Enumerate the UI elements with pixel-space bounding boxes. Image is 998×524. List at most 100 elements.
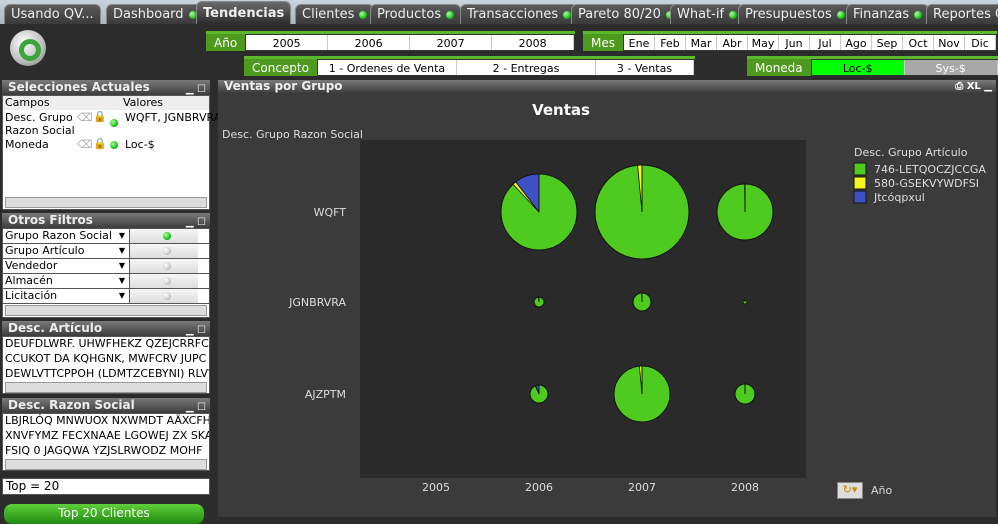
legend-swatch (854, 163, 866, 175)
lock-icon[interactable]: 🔒 (93, 137, 107, 150)
print-icon[interactable]: ⎙ (955, 81, 963, 92)
eraser-icon[interactable]: ⌫ (77, 138, 93, 151)
month-filter-option[interactable]: Nov (934, 35, 965, 50)
month-filter-option[interactable]: May (748, 35, 779, 50)
concept-filter-option[interactable]: 2 - Entregas (457, 60, 596, 75)
currency-label: Moneda (747, 59, 811, 76)
tab-transacciones[interactable]: Transacciones (460, 4, 578, 24)
concept-label: Concepto (244, 59, 317, 76)
concept-filter-option[interactable]: 3 - Ventas (596, 60, 694, 75)
year-label: Año (206, 34, 245, 51)
year-filter-option[interactable]: 2008 (492, 35, 574, 50)
currency-filter-option[interactable]: Loc-$ (812, 60, 905, 75)
status-dot-icon (563, 11, 571, 19)
other-filters-box: Grupo Razon Social▼Grupo Artículo▼Vended… (2, 228, 210, 318)
dropdown-arrow-icon[interactable]: ▼ (119, 276, 125, 285)
list-item[interactable]: FSIQ 0 JAGQWA YZJSLRWODZ MOHF (3, 444, 209, 459)
col-values: Valores (123, 96, 163, 110)
dropdown-arrow-icon[interactable]: ▼ (119, 246, 125, 255)
dropdown-arrow-icon[interactable]: ▼ (119, 261, 125, 270)
tab-reportes-g[interactable]: Reportes G (926, 4, 998, 24)
pie-wqft-2007[interactable] (595, 165, 689, 259)
month-filter-option[interactable]: Sep (872, 35, 903, 50)
cycle-dimension-icon[interactable]: ↻▾ (837, 482, 863, 499)
pie-ajzptm-2006[interactable] (530, 385, 548, 403)
list-item[interactable]: LBJRLÓQ MNWUOX NXWMDT AÄXCFH A (3, 414, 209, 429)
tab-label: What-if (677, 7, 724, 22)
tab-pareto-80-20[interactable]: Pareto 80/20 (571, 4, 681, 24)
month-filter-option[interactable]: Dic (965, 35, 996, 50)
list-item[interactable]: CCUKOT DA KQHGNK, MWFCRV JUPC GC (3, 352, 209, 367)
year-filter-option[interactable]: 2007 (410, 35, 492, 50)
filter-row[interactable]: Licitación▼ (3, 289, 209, 304)
month-filter-option[interactable]: Mar (686, 35, 717, 50)
selection-row[interactable]: Moneda ⌫🔒 Loc-$ (3, 138, 209, 154)
minimize-icon[interactable]: ▁ (984, 81, 992, 92)
legend-label: 746-LETQOCZJCCGA (874, 163, 986, 176)
tab-presupuestos[interactable]: Presupuestos (738, 4, 852, 24)
pie-ajzptm-2008[interactable] (735, 384, 755, 404)
pie-wqft-2006[interactable] (501, 174, 577, 250)
list-item[interactable]: DEWLVTTCPPOH (LDMTZCEBYNI) RLVWC (3, 367, 209, 382)
top-20-clients-button[interactable]: Top 20 Clientes (4, 504, 204, 524)
pie-wqft-2008[interactable] (717, 184, 773, 240)
filter-status-icon (163, 232, 171, 240)
qlikview-logo (10, 30, 46, 66)
lock-icon[interactable]: 🔒 (93, 110, 107, 123)
tab-label: Pareto 80/20 (578, 7, 661, 22)
tab-finanzas[interactable]: Finanzas (846, 4, 929, 24)
horizontal-scrollbar[interactable] (5, 459, 207, 470)
filter-status-icon (163, 292, 171, 300)
month-filter-option[interactable]: Ago (841, 35, 872, 50)
dropdown-arrow-icon[interactable]: ▼ (119, 231, 125, 240)
tab-clientes[interactable]: Clientes (295, 4, 374, 24)
status-dot-icon (359, 11, 367, 19)
filter-row[interactable]: Almacén▼ (3, 274, 209, 289)
horizontal-scrollbar[interactable] (5, 305, 207, 316)
top-input[interactable]: Top = 20 (2, 478, 210, 495)
status-dot-icon (914, 11, 922, 19)
tab-tendencias[interactable]: Tendencias (196, 1, 291, 24)
window-controls: ⎙ XL ▁ (955, 80, 992, 93)
month-filter-option[interactable]: Oct (903, 35, 934, 50)
month-filter-option[interactable]: Ene (624, 35, 655, 50)
legend-swatch (854, 191, 866, 203)
field-name-2: Razon Social (5, 124, 75, 137)
xl-export-button[interactable]: XL (967, 81, 981, 92)
tab-dashboard[interactable]: Dashboard (106, 4, 204, 24)
month-filter-option[interactable]: Jun (779, 35, 810, 50)
month-label: Mes (583, 34, 623, 51)
tab-what-if[interactable]: What-if (670, 4, 744, 24)
desc-articulo-title: Desc. Artículo (8, 321, 102, 335)
horizontal-scrollbar[interactable] (5, 382, 207, 393)
month-filter-option[interactable]: Jul (810, 35, 841, 50)
list-item[interactable]: DEUFDLWRF. UHWFHEKZ QZEJCRRFCL. (3, 337, 209, 352)
col-fields: Campos (3, 96, 123, 110)
month-filter-option[interactable]: Abr (717, 35, 748, 50)
filter-row[interactable]: Vendedor▼ (3, 259, 209, 274)
legend-label: 580-GSEKVYWDFSI (874, 177, 979, 190)
pie-ajzptm-2007[interactable] (614, 366, 670, 422)
concept-filter-option[interactable]: 1 - Ordenes de Venta (318, 60, 457, 75)
tab-label: Usando QV... (11, 7, 94, 22)
dropdown-arrow-icon[interactable]: ▼ (119, 291, 125, 300)
currency-filter-option[interactable]: Sys-$ (905, 60, 998, 75)
month-filter-option[interactable]: Feb (655, 35, 686, 50)
pie-jgnbrvra-2007[interactable] (633, 293, 651, 311)
pie-jgnbrvra-2008[interactable] (743, 300, 747, 304)
filter-row[interactable]: Grupo Artículo▼ (3, 244, 209, 259)
filter-status-icon (163, 262, 171, 270)
tab-usando-qv-[interactable]: Usando QV... (4, 4, 101, 24)
year-filter-option[interactable]: 2006 (328, 35, 410, 50)
filter-row[interactable]: Grupo Razon Social▼ (3, 229, 209, 244)
list-item[interactable]: XNVFYMZ FECXNAAE LGOWEJ ZX SKADC (3, 429, 209, 444)
horizontal-scrollbar[interactable] (5, 197, 207, 208)
year-filter-option[interactable]: 2005 (246, 35, 328, 50)
eraser-icon[interactable]: ⌫ (77, 111, 93, 124)
tab-productos[interactable]: Productos (370, 4, 461, 24)
current-selections-title: Selecciones Actuales (8, 80, 150, 94)
pie-jgnbrvra-2006[interactable] (534, 297, 544, 307)
